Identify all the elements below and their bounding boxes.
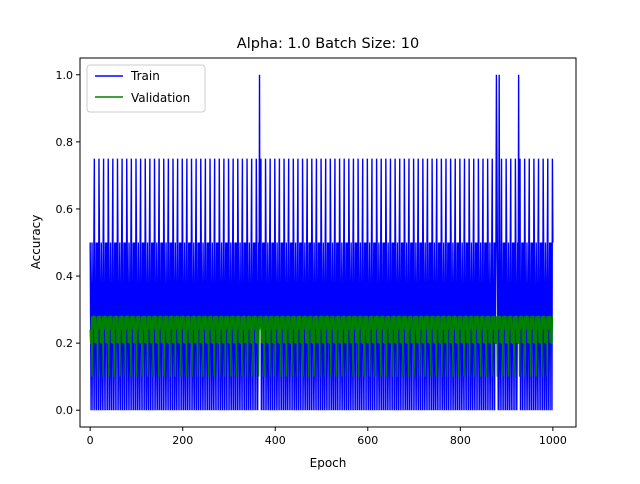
x-tick-label: 400 [265, 434, 286, 447]
y-tick-label: 1.0 [56, 69, 74, 82]
legend-train-label: Train [130, 69, 160, 83]
y-tick-label: 0.8 [56, 136, 74, 149]
axis-ticks: 0 200 400 600 800 1000 0.0 0.2 0.4 0.6 0.8 1.0 [56, 69, 567, 447]
series-line-validation [89, 315, 554, 377]
y-tick-label: 0.0 [56, 404, 74, 417]
x-tick-label: 0 [87, 434, 94, 447]
x-tick-label: 800 [450, 434, 471, 447]
y-axis-label: Accuracy [29, 215, 43, 270]
y-tick-label: 0.2 [56, 337, 74, 350]
y-tick-label: 0.4 [56, 270, 74, 283]
x-tick-label: 1000 [539, 434, 567, 447]
plot-area [89, 74, 554, 411]
axes-frame [79, 57, 577, 428]
legend: Train Validation [86, 64, 206, 113]
x-tick-label: 200 [172, 434, 193, 447]
y-tick-label: 0.6 [56, 203, 74, 216]
x-axis-label: Epoch [310, 456, 347, 470]
chart-title: Alpha: 1.0 Batch Size: 10 [237, 36, 419, 52]
series-line-train [89, 74, 554, 411]
legend-validation-label: Validation [131, 91, 190, 105]
x-tick-label: 600 [357, 434, 378, 447]
